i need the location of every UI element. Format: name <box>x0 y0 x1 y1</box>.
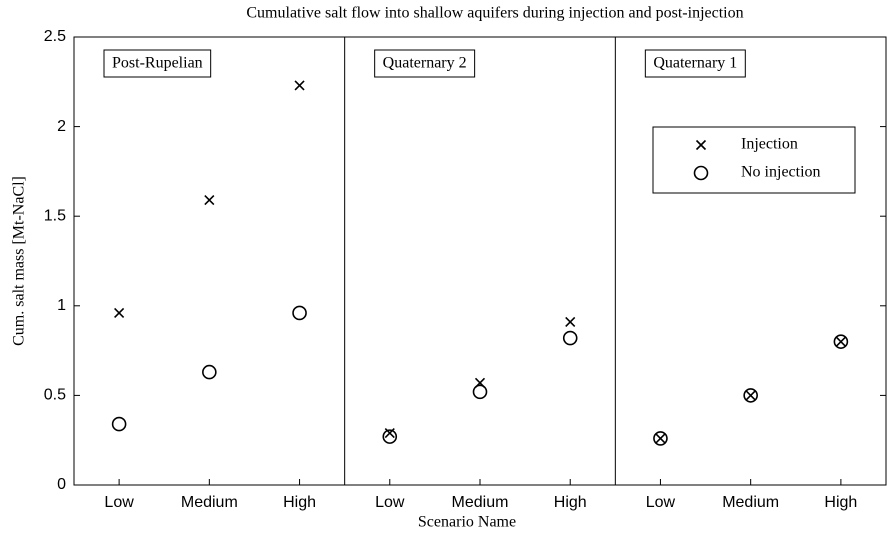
y-tick-label: 2 <box>57 118 66 135</box>
y-axis-label: Cum. salt mass [Mt-NaCl] <box>11 176 28 346</box>
circle-marker <box>653 431 668 446</box>
chart-title: Cumulative salt flow into shallow aquife… <box>246 5 743 22</box>
x-marker <box>835 336 846 347</box>
x-tick-label: Low <box>646 494 676 511</box>
x-marker <box>204 195 215 206</box>
x-marker <box>294 80 305 91</box>
x-marker <box>655 433 666 444</box>
circle-marker <box>472 384 488 400</box>
legend-marker <box>693 165 709 181</box>
x-marker <box>565 316 576 327</box>
circle-marker <box>382 429 398 444</box>
panel-label: Post-Rupelian <box>112 55 203 72</box>
y-tick-label: 1 <box>57 297 66 314</box>
x-tick-label: Medium <box>722 494 779 511</box>
panel-label-box <box>103 49 212 78</box>
x-marker <box>745 390 756 401</box>
circle-marker <box>111 416 127 432</box>
plot-frame <box>73 36 887 486</box>
x-tick-label: Low <box>104 494 134 511</box>
y-tick-label: 2.5 <box>44 28 66 45</box>
legend-label: Injection <box>741 136 798 153</box>
x-tick-label: Low <box>375 494 405 511</box>
y-tick-label: 1.5 <box>44 207 66 224</box>
panel-label-box <box>374 49 476 78</box>
x-tick-label: High <box>283 494 316 511</box>
x-marker <box>114 307 125 319</box>
panel-label: Quaternary 2 <box>383 55 467 72</box>
circle-marker <box>562 330 578 346</box>
circle-marker <box>743 388 758 403</box>
x-tick-label: High <box>824 494 857 511</box>
legend-marker <box>695 139 707 151</box>
x-tick-label: Medium <box>452 494 509 511</box>
panel-label: Quaternary 1 <box>653 55 737 72</box>
circle-marker <box>833 334 849 349</box>
y-tick-label: 0.5 <box>44 387 66 404</box>
circle-marker <box>202 364 217 380</box>
legend-box <box>652 126 856 194</box>
legend-label: No injection <box>741 164 821 181</box>
x-tick-label: High <box>554 494 587 511</box>
x-axis-label: Scenario Name <box>418 514 516 531</box>
x-tick-label: Medium <box>181 494 238 511</box>
y-tick-label: 0 <box>57 476 66 493</box>
circle-marker <box>292 305 307 321</box>
panel-label-box <box>644 49 746 78</box>
